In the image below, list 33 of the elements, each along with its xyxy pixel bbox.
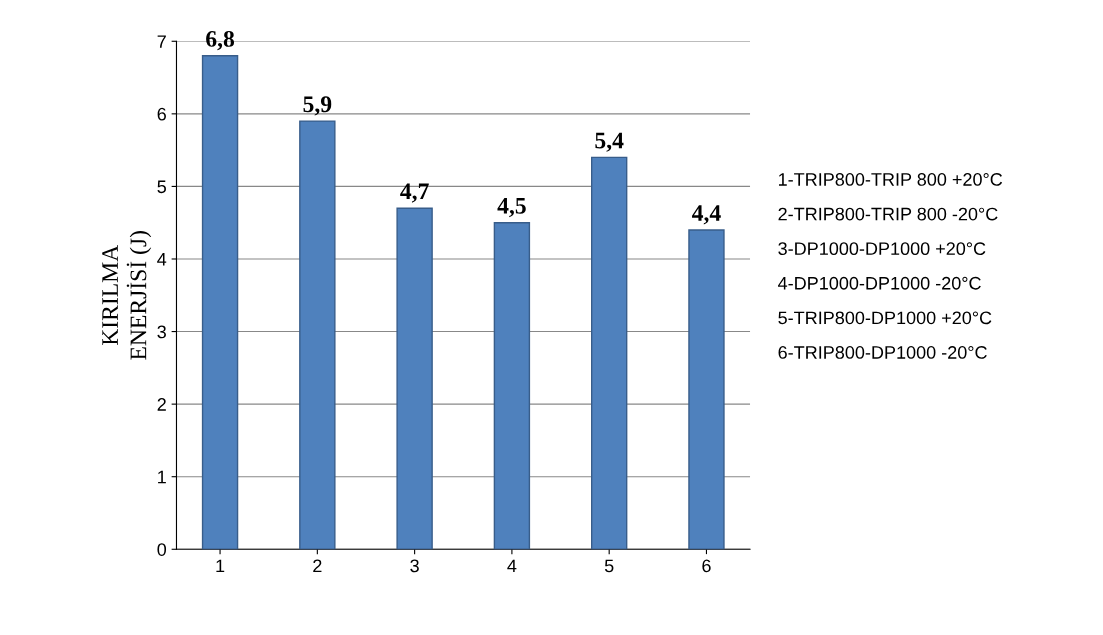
y-tick-label: 2 — [157, 398, 166, 411]
x-tick-label: 6 — [702, 559, 711, 573]
bar — [299, 120, 336, 550]
data-label: 5,4 — [595, 132, 624, 152]
y-tick-label: 7 — [157, 35, 166, 48]
bar — [590, 156, 628, 550]
x-tick-label: 2 — [313, 559, 322, 573]
y-tick-label: 1 — [158, 470, 166, 484]
data-label: 4,4 — [692, 205, 721, 225]
bar — [201, 55, 239, 550]
y-axis-title: KIRILMA ENERJİSİ (J) — [102, 231, 152, 360]
data-label: 4,5 — [497, 197, 526, 218]
text: 2-TRIP800-TRIP 800 -20°C — [778, 207, 998, 221]
text: 6-TRIP800-DP1000 -20°C — [778, 346, 987, 359]
y-tick-label: 4 — [157, 253, 167, 266]
data-label: 6,8 — [206, 30, 235, 51]
x-tick-label: 5 — [604, 559, 614, 573]
bar — [493, 222, 531, 550]
bar — [396, 207, 433, 550]
x-tick-label: 4 — [507, 559, 517, 573]
x-tick-label: 1 — [216, 559, 225, 573]
data-label: 4,7 — [400, 183, 429, 203]
text: 5-TRIP800-DP1000 +20°C — [778, 311, 992, 325]
y-tick-label: 0 — [157, 543, 167, 556]
x-tick-label: 3 — [410, 559, 419, 573]
data-label: 5,9 — [303, 96, 332, 116]
text: 1-TRIP800-TRIP 800 +20°C — [778, 173, 1003, 186]
text: 4-DP1000-DP1000 -20°C — [778, 276, 981, 290]
bar — [688, 229, 725, 550]
text: 3-DP1000-DP1000 +20°C — [778, 242, 986, 256]
y-tick-label: 3 — [157, 325, 166, 339]
y-tick-label: 6 — [157, 107, 166, 121]
y-tick-label: 5 — [157, 180, 166, 194]
